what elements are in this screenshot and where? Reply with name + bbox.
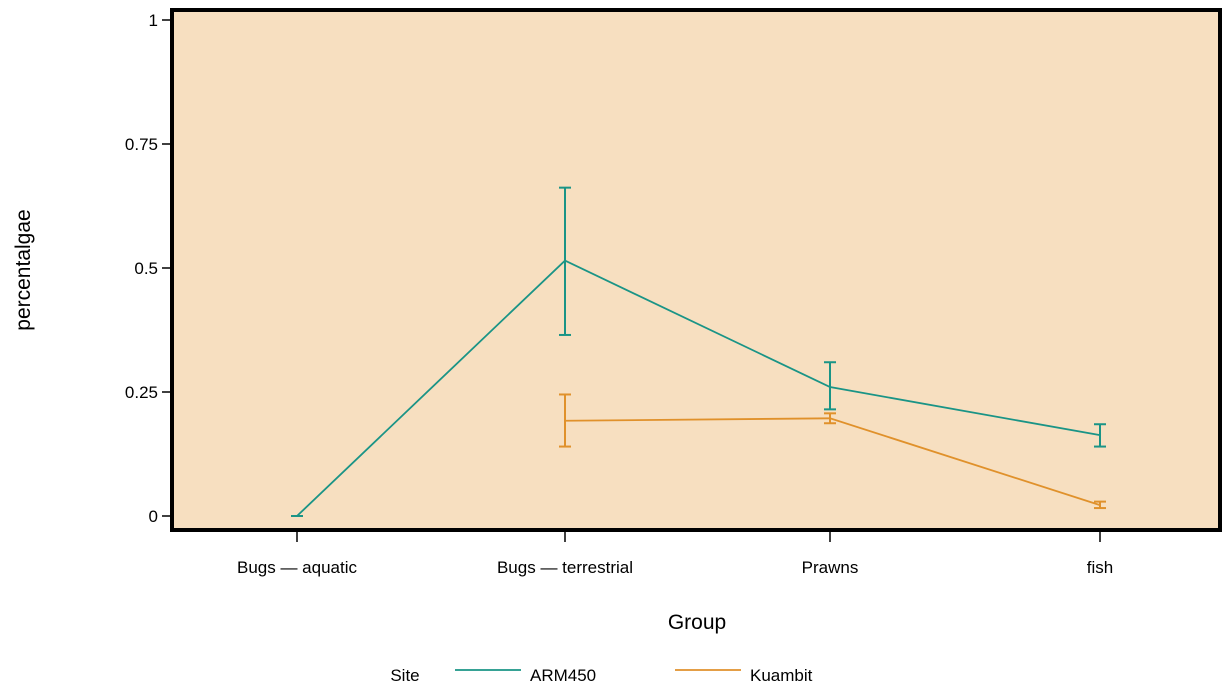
series-line xyxy=(296,259,1101,517)
x-tick-label: Bugs — terrestrial xyxy=(497,558,633,577)
error-bar xyxy=(1094,423,1106,448)
y-tick-label: 0.25 xyxy=(125,383,158,402)
x-axis: Bugs — aquatic Bugs — terrestrial Prawns fi… xyxy=(237,530,1113,577)
x-axis-title: Group xyxy=(668,611,726,634)
error-bar xyxy=(1094,500,1106,510)
legend: Site ARM450 Kuambit xyxy=(390,666,812,685)
legend-item-kuambit: Kuambit xyxy=(675,666,813,685)
legend-item-arm450: ARM450 xyxy=(455,666,596,685)
y-axis: 0 0.25 0.5 0.75 1 xyxy=(125,11,172,526)
x-tick-label: Prawns xyxy=(802,558,859,577)
series-arm450 xyxy=(291,186,1106,517)
plot-area xyxy=(170,8,1222,532)
error-bar xyxy=(559,393,571,448)
y-tick-label: 1 xyxy=(149,11,158,30)
y-tick-label: 0 xyxy=(149,507,158,526)
error-bar xyxy=(559,186,571,336)
legend-title: Site xyxy=(390,666,419,685)
y-axis-title: percentalgae xyxy=(12,209,35,330)
y-tick-label: 0.5 xyxy=(134,259,158,278)
error-bar xyxy=(824,412,836,425)
y-tick-label: 0.75 xyxy=(125,135,158,154)
x-tick-label: fish xyxy=(1087,558,1113,577)
series-kuambit xyxy=(559,393,1106,510)
error-bar xyxy=(824,361,836,411)
series-layer xyxy=(291,186,1106,517)
legend-label: ARM450 xyxy=(530,666,596,685)
legend-label: Kuambit xyxy=(750,666,813,685)
x-tick-label: Bugs — aquatic xyxy=(237,558,358,577)
